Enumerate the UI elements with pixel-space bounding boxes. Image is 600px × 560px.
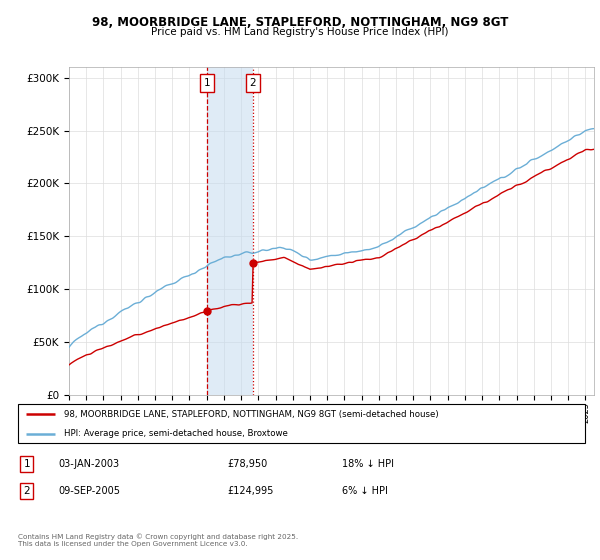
Text: Price paid vs. HM Land Registry's House Price Index (HPI): Price paid vs. HM Land Registry's House …	[151, 27, 449, 37]
Text: 2: 2	[23, 486, 30, 496]
Text: 18% ↓ HPI: 18% ↓ HPI	[341, 459, 394, 469]
Text: 1: 1	[204, 78, 211, 88]
FancyBboxPatch shape	[18, 404, 585, 443]
Text: 2: 2	[250, 78, 256, 88]
Text: 09-SEP-2005: 09-SEP-2005	[58, 486, 120, 496]
Text: £124,995: £124,995	[227, 486, 274, 496]
Text: 1: 1	[23, 459, 30, 469]
Text: 98, MOORBRIDGE LANE, STAPLEFORD, NOTTINGHAM, NG9 8GT (semi-detached house): 98, MOORBRIDGE LANE, STAPLEFORD, NOTTING…	[64, 409, 439, 419]
Text: Contains HM Land Registry data © Crown copyright and database right 2025.
This d: Contains HM Land Registry data © Crown c…	[18, 533, 298, 547]
Text: HPI: Average price, semi-detached house, Broxtowe: HPI: Average price, semi-detached house,…	[64, 430, 287, 438]
Text: £78,950: £78,950	[227, 459, 267, 469]
Text: 03-JAN-2003: 03-JAN-2003	[58, 459, 119, 469]
Text: 6% ↓ HPI: 6% ↓ HPI	[341, 486, 388, 496]
Text: 98, MOORBRIDGE LANE, STAPLEFORD, NOTTINGHAM, NG9 8GT: 98, MOORBRIDGE LANE, STAPLEFORD, NOTTING…	[92, 16, 508, 29]
Bar	[208, 67, 253, 395]
